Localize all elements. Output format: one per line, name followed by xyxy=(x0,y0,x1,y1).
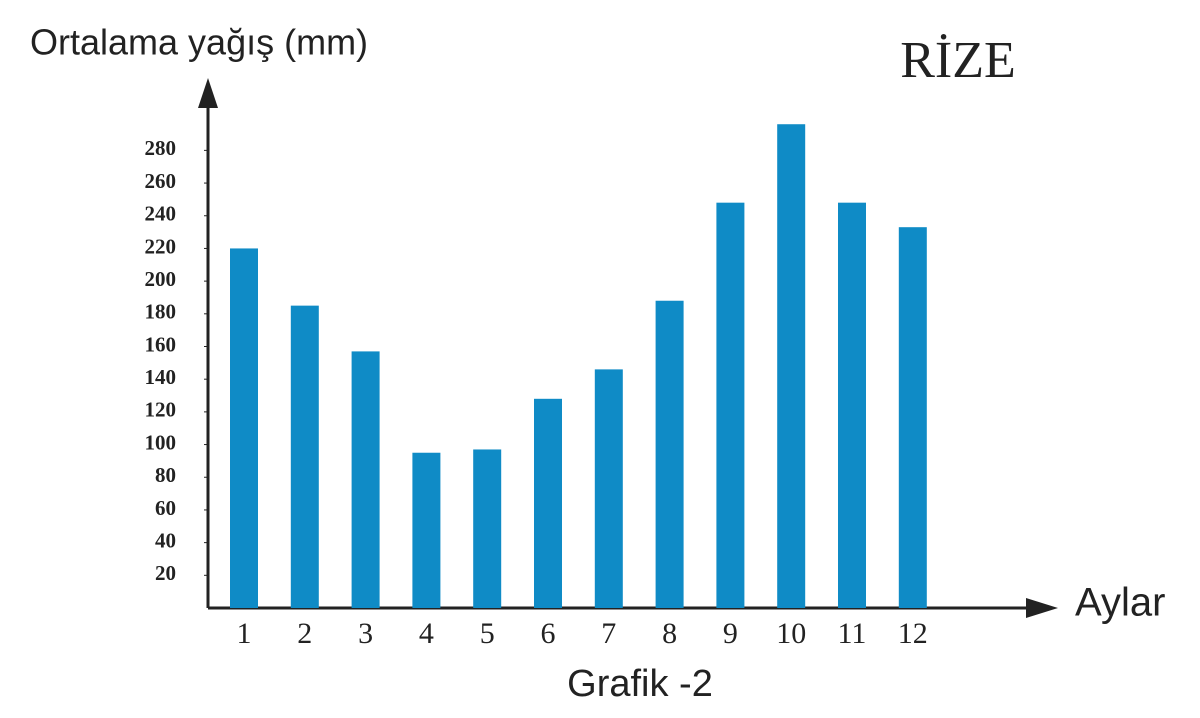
x-tick-label: 1 xyxy=(237,617,252,650)
bar xyxy=(230,248,258,608)
y-axis-arrow xyxy=(198,78,218,108)
bar xyxy=(412,452,441,608)
y-tick-label: 40 xyxy=(155,528,176,552)
caption: Grafik -2 xyxy=(567,663,713,705)
x-tick-label: 4 xyxy=(419,617,434,650)
x-tick-label: 9 xyxy=(723,617,738,650)
x-axis-arrow xyxy=(1026,598,1058,618)
bar xyxy=(534,398,562,608)
y-tick-label: 220 xyxy=(145,234,177,258)
y-axis-label: Ortalama yağış (mm) xyxy=(30,22,368,63)
bar xyxy=(716,202,745,609)
x-tick-label: 6 xyxy=(541,617,556,650)
y-tick-label: 80 xyxy=(155,463,176,487)
y-tick-label: 140 xyxy=(145,365,177,389)
x-tick-label: 10 xyxy=(776,617,806,650)
x-tick-label: 5 xyxy=(480,617,495,650)
bar xyxy=(655,300,684,608)
y-tick-label: 60 xyxy=(155,496,176,520)
chart-title: RİZE xyxy=(900,32,1016,89)
y-tick-label: 260 xyxy=(145,169,177,193)
bar xyxy=(594,369,623,608)
y-tick-label: 280 xyxy=(145,136,177,160)
bar xyxy=(473,449,502,608)
y-tick-label: 240 xyxy=(145,202,177,226)
x-tick-label: 12 xyxy=(898,617,928,650)
y-tick-label: 20 xyxy=(155,561,176,585)
bar xyxy=(351,351,380,608)
x-tick-label: 11 xyxy=(838,617,867,650)
y-tick-label: 180 xyxy=(145,300,177,324)
x-tick-label: 8 xyxy=(662,617,677,650)
y-tick-label: 160 xyxy=(145,332,177,356)
bar xyxy=(777,124,806,608)
x-tick-label: 2 xyxy=(297,617,312,650)
x-tick-label: 7 xyxy=(601,617,616,650)
y-tick-label: 100 xyxy=(145,430,177,454)
x-axis-label: Aylar xyxy=(1075,581,1165,625)
x-tick-label: 3 xyxy=(358,617,373,650)
bar xyxy=(290,305,319,608)
bar xyxy=(838,202,866,609)
y-tick-label: 200 xyxy=(145,267,177,291)
y-tick-label: 120 xyxy=(145,398,177,422)
bar xyxy=(898,227,927,609)
